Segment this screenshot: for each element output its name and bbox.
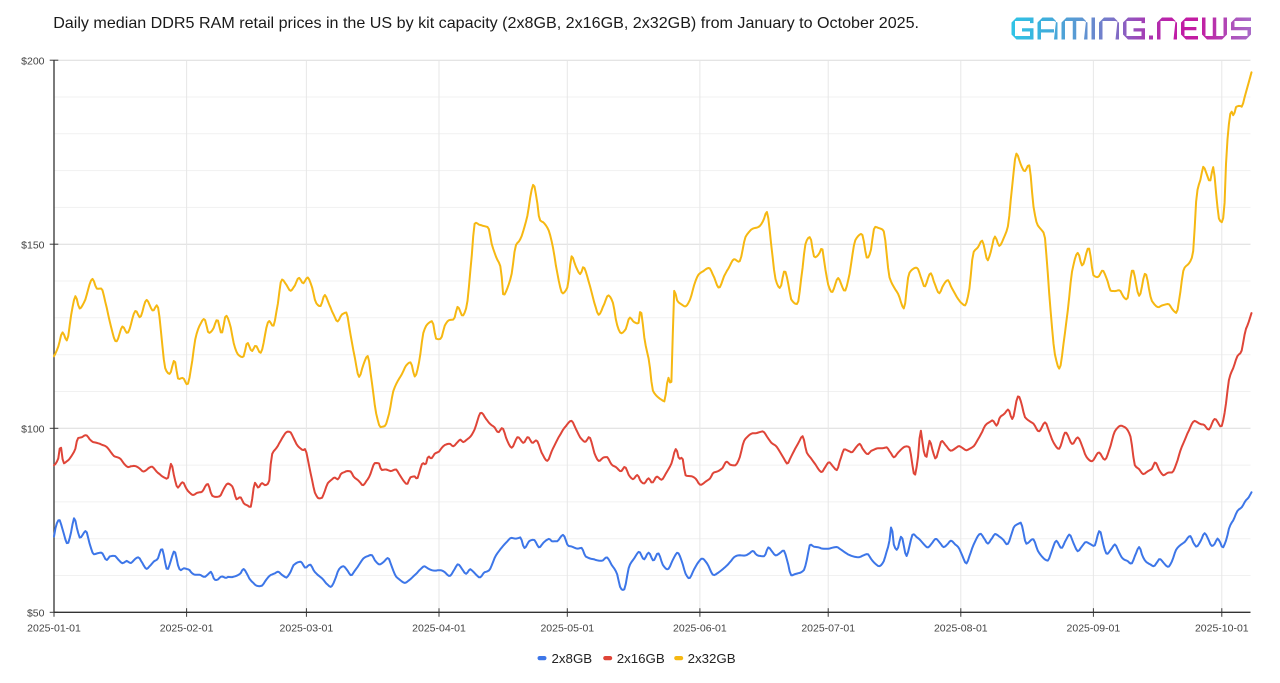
svg-text:2025-05-01: 2025-05-01	[540, 623, 594, 635]
svg-text:$150: $150	[21, 239, 45, 251]
svg-text:2025-04-01: 2025-04-01	[412, 623, 466, 635]
svg-text:2025-07-01: 2025-07-01	[801, 623, 855, 635]
svg-text:Daily median DDR5 RAM retail p: Daily median DDR5 RAM retail prices in t…	[53, 14, 919, 32]
svg-text:2025-03-01: 2025-03-01	[280, 623, 334, 635]
svg-text:$200: $200	[21, 55, 45, 67]
svg-text:2025-06-01: 2025-06-01	[673, 623, 727, 635]
svg-text:2x8GB: 2x8GB	[552, 651, 593, 666]
svg-text:2025-10-01: 2025-10-01	[1195, 623, 1249, 635]
svg-text:2x32GB: 2x32GB	[688, 651, 736, 666]
svg-text:2025-08-01: 2025-08-01	[934, 623, 988, 635]
svg-text:2x16GB: 2x16GB	[617, 651, 665, 666]
svg-text:2025-02-01: 2025-02-01	[160, 623, 214, 635]
svg-text:$50: $50	[27, 607, 45, 619]
svg-text:2025-01-01: 2025-01-01	[27, 623, 81, 635]
svg-text:$100: $100	[21, 423, 45, 435]
svg-text:2025-09-01: 2025-09-01	[1067, 623, 1121, 635]
